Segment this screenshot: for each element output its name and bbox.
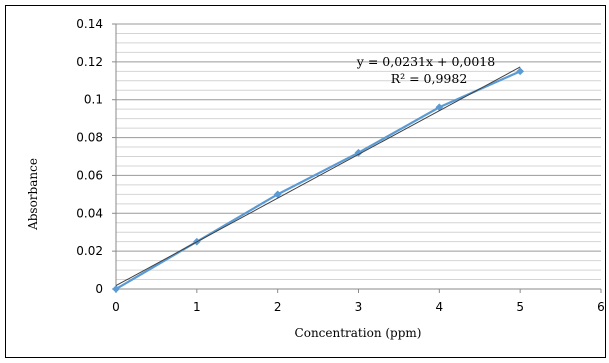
x-tick-labels: 0 1 2 3 4 5 6 [112, 300, 605, 314]
axes [112, 23, 602, 293]
calibration-chart: 0 0.02 0.04 0.06 0.08 0.1 0.12 0.14 0 1 2 3 4 5 6 y =… [26, 17, 605, 340]
y-tick-label: 0.08 [76, 131, 103, 145]
y-tick-label: 0.1 [84, 93, 103, 107]
x-tick-label: 4 [436, 300, 444, 314]
y-tick-label: 0.02 [76, 244, 103, 258]
chart-frame: 0 0.02 0.04 0.06 0.08 0.1 0.12 0.14 0 1 2 3 4 5 6 y =… [5, 5, 606, 358]
x-tick-label: 5 [516, 300, 524, 314]
y-tick-label: 0.14 [76, 17, 103, 31]
x-tick-label: 6 [597, 300, 605, 314]
x-axis-title: Concentration (ppm) [295, 326, 422, 340]
series-plot [112, 67, 525, 293]
x-tick-label: 1 [193, 300, 201, 314]
y-tick-label: 0.12 [76, 55, 103, 69]
x-tick-label: 0 [112, 300, 120, 314]
r-squared-label: R² = 0,9982 [391, 71, 468, 86]
series-line [115, 70, 521, 290]
y-tick-label: 0.06 [76, 168, 103, 182]
x-tick-label: 2 [274, 300, 282, 314]
y-tick-label: 0.04 [76, 206, 103, 220]
trendline-layer [115, 66, 521, 287]
y-tick-labels: 0 0.02 0.04 0.06 0.08 0.1 0.12 0.14 [76, 17, 103, 296]
trendline [115, 66, 521, 287]
x-tick-label: 3 [355, 300, 363, 314]
y-tick-label: 0 [95, 282, 103, 296]
data-point-diamond [516, 67, 525, 76]
data-point-diamond [112, 285, 120, 293]
y-axis-title: Absorbance [26, 158, 40, 231]
data-point-diamond [354, 148, 363, 157]
trendline-equation: y = 0,0231x + 0,0018 [356, 54, 495, 69]
